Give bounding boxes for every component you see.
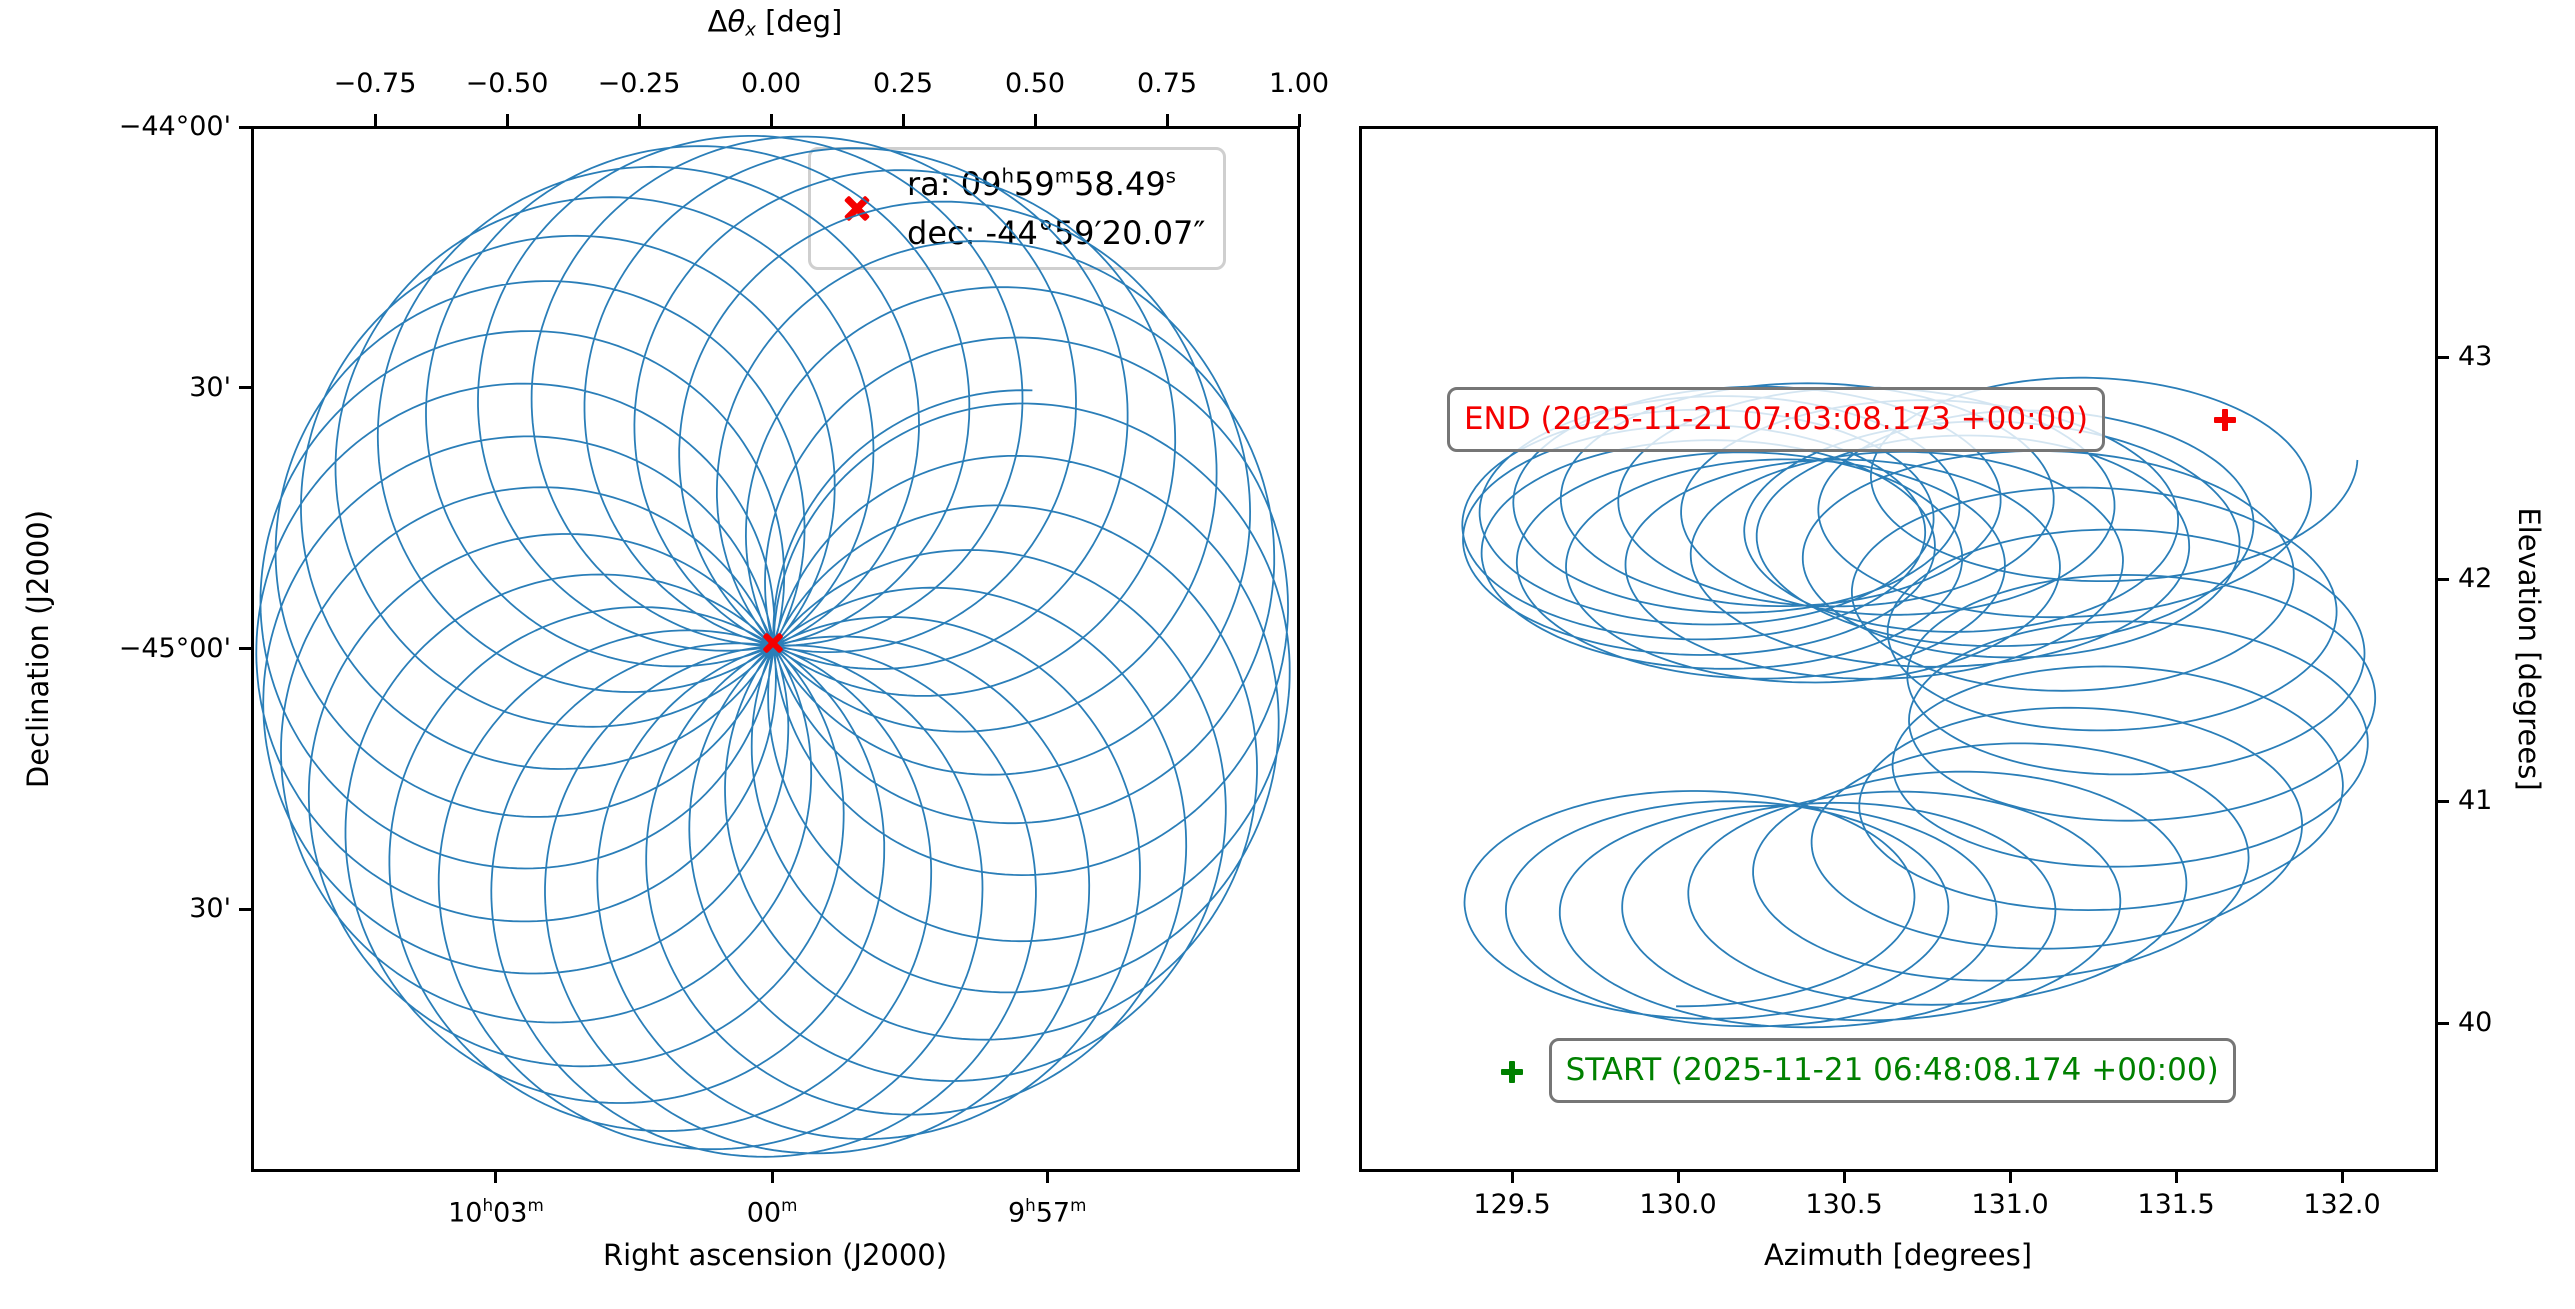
end-annotation: END (2025-11-21 07:03:08.173 +00:00)	[1446, 386, 2106, 452]
axis-tick	[494, 1170, 498, 1183]
axis-tick	[2436, 1021, 2449, 1025]
axis-tick	[2436, 799, 2449, 803]
tick-label-theta-x: 0.50	[1004, 68, 1066, 99]
axis-tick	[2436, 355, 2449, 359]
axis-tick	[505, 114, 509, 127]
text-part: s	[1165, 164, 1177, 188]
axis-tick	[239, 386, 252, 390]
legend-text: ra: 09h59m58.49s dec: -44°59′20.07″	[907, 160, 1205, 257]
plus-marker-bar	[2222, 409, 2229, 432]
text-part: 00	[746, 1197, 782, 1229]
tick-label-el: 42	[2458, 563, 2493, 594]
sky-scan-path	[255, 134, 1291, 1158]
axis-tick	[1510, 1170, 1514, 1183]
tick-label-theta-x: −0.50	[465, 68, 549, 99]
end-marker	[2214, 409, 2237, 432]
text-part: h	[482, 1195, 494, 1215]
theta-x-axis-label: Δθx [deg]	[708, 5, 843, 48]
text-part: 03	[493, 1197, 528, 1229]
tick-label-theta-x: 0.75	[1136, 68, 1198, 99]
tick-label-dec: 30'	[189, 371, 231, 403]
axis-tick	[2174, 1170, 2178, 1183]
axis-tick	[2436, 577, 2449, 581]
horizon-plot-area	[1358, 125, 2438, 1172]
tick-label-az: 131.5	[2137, 1189, 2215, 1220]
tick-label-az: 129.5	[1473, 1189, 1551, 1220]
tick-label-el: 41	[2458, 785, 2493, 817]
axis-tick	[373, 114, 377, 127]
legend-dec-line: dec: -44°59′20.07″	[907, 209, 1205, 258]
text-part: θ	[727, 4, 746, 39]
tick-label-el: 40	[2458, 1007, 2493, 1039]
tick-label-theta-x: −0.75	[333, 68, 417, 99]
axis-tick	[1165, 114, 1169, 127]
axis-tick	[239, 647, 252, 650]
tick-label-az: 131.0	[1971, 1189, 2049, 1220]
axis-tick	[1842, 1170, 1846, 1183]
text-part: m	[1070, 1195, 1087, 1215]
axis-tick	[1297, 114, 1301, 127]
legend: ra: 09h59m58.49s dec: -44°59′20.07″	[808, 147, 1227, 271]
text-part: m	[781, 1195, 798, 1215]
text-part: m	[527, 1195, 544, 1215]
start-marker	[1501, 1061, 1524, 1084]
tick-label-dec: −44°00'	[118, 111, 231, 142]
axis-tick	[1045, 1170, 1049, 1183]
text-part: 9	[1007, 1197, 1026, 1229]
tick-label-theta-x: −0.25	[597, 68, 681, 99]
horizon-scan-path-line	[1461, 376, 2377, 1029]
tick-label-ra: 9h57m	[937, 1189, 1157, 1229]
text-part: [deg]	[755, 4, 843, 39]
az-axis-label: Azimuth [degrees]	[1763, 1238, 2033, 1272]
text-part: dec: -44°59′20.07″	[907, 213, 1206, 252]
axis-tick	[2340, 1170, 2344, 1183]
axis-tick	[1676, 1170, 1680, 1183]
text-part: m	[1054, 164, 1075, 188]
axis-tick	[1033, 114, 1037, 127]
text-part: 10	[448, 1197, 483, 1229]
tick-label-theta-x: 0.25	[872, 68, 934, 99]
tick-label-az: 132.0	[2303, 1189, 2381, 1220]
text-part: h	[1025, 1195, 1036, 1215]
axis-tick	[2008, 1170, 2012, 1183]
target-x-marker	[761, 631, 785, 655]
horizon-scan-path	[1461, 376, 2377, 1029]
text-part: 58.49	[1074, 165, 1166, 203]
axis-tick	[769, 114, 773, 127]
text-part: h	[1001, 164, 1015, 188]
axis-tick	[239, 907, 252, 911]
plus-marker-bar	[1509, 1061, 1516, 1084]
axis-tick	[239, 125, 252, 129]
tick-label-az: 130.0	[1639, 1189, 1717, 1220]
text-part: 57	[1035, 1197, 1071, 1229]
axis-tick	[770, 1170, 774, 1183]
tick-label-dec: −45°00'	[118, 632, 231, 664]
el-axis-label: Elevation [degrees]	[2512, 506, 2546, 791]
tick-label-ra: 00m	[662, 1189, 882, 1229]
sky-plot-area	[250, 125, 1300, 1172]
start-annotation: START (2025-11-21 06:48:08.174 +00:00)	[1548, 1037, 2236, 1103]
text-part: Δ	[707, 4, 728, 39]
tick-label-el: 43	[2458, 341, 2493, 372]
axis-tick	[637, 114, 641, 127]
tick-label-theta-x: 1.00	[1268, 68, 1330, 99]
tick-label-theta-x: 0.00	[740, 68, 802, 99]
tick-label-az: 130.5	[1805, 1189, 1883, 1220]
axis-tick	[901, 114, 905, 127]
sky-scan-path-line	[255, 134, 1291, 1158]
tick-label-ra: 10h03m	[386, 1189, 606, 1229]
ra-axis-label: Right ascension (J2000)	[602, 1238, 948, 1272]
text-part: x	[745, 19, 756, 41]
tick-label-dec: 30'	[189, 893, 231, 925]
